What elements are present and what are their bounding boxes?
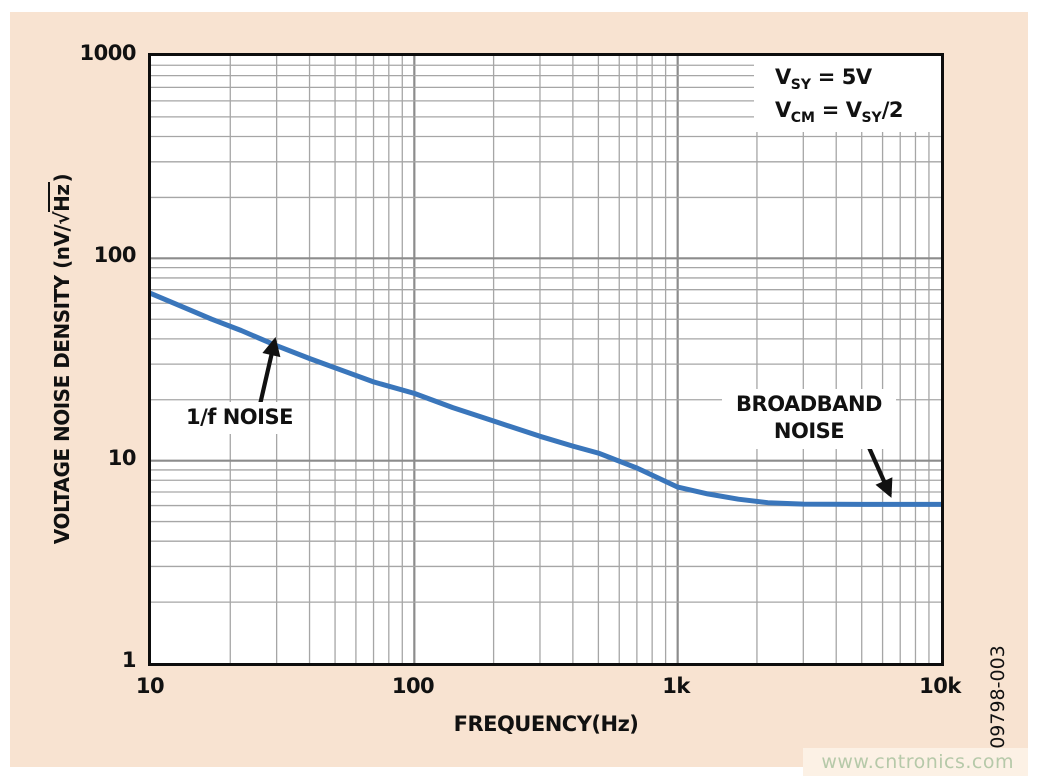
vsy-symbol: V xyxy=(775,65,791,89)
vsy-value: = 5V xyxy=(811,65,872,89)
y-tick-100: 100 xyxy=(93,243,137,267)
condition-vcm: VCM = VSY/2 xyxy=(775,94,941,127)
x-tick-100: 100 xyxy=(391,674,435,698)
watermark-text: www.cntronics.com xyxy=(803,748,1028,776)
vcm-symbol: V xyxy=(775,98,791,122)
x-tick-1k: 1k xyxy=(662,674,690,698)
x-tick-10k: 10k xyxy=(919,674,961,698)
sqrt-radical-symbol: √ xyxy=(50,211,74,225)
plot-area xyxy=(148,53,944,666)
x-axis-title: FREQUENCY(Hz) xyxy=(453,712,639,736)
noise-density-curve xyxy=(151,291,941,507)
vcm-subscript: CM xyxy=(790,110,815,126)
y-tick-10: 10 xyxy=(107,446,137,470)
vsy-subscript: SY xyxy=(790,77,811,93)
condition-vsy: VSY = 5V xyxy=(775,61,941,94)
test-conditions-box: VSY = 5V VCM = VSY/2 xyxy=(754,56,941,132)
figure-number: 09798-003 xyxy=(987,645,1009,749)
vcm-divider: /2 xyxy=(881,98,904,122)
vcm-equals-v: = V xyxy=(814,98,862,122)
sqrt-radicand-hz: Hz xyxy=(48,182,74,212)
vcm-vsy-subscript: SY xyxy=(861,110,882,126)
broadband-noise-label: BROADBAND NOISE xyxy=(722,389,896,449)
y-axis-title: VOLTAGE NOISE DENSITY (nV/√Hz) xyxy=(47,144,77,574)
x-tick-10: 10 xyxy=(135,674,165,698)
one-over-f-noise-label: 1/f NOISE xyxy=(176,402,303,434)
y-tick-1: 1 xyxy=(121,648,137,672)
one-over-f-arrow xyxy=(258,337,281,404)
y-axis-title-close-paren: ) xyxy=(50,173,74,183)
noise-density-chart xyxy=(151,56,941,663)
broadband-arrow xyxy=(866,445,893,498)
y-axis-title-text: VOLTAGE NOISE DENSITY (nV/ xyxy=(50,224,74,545)
y-tick-1000: 1000 xyxy=(79,41,137,65)
